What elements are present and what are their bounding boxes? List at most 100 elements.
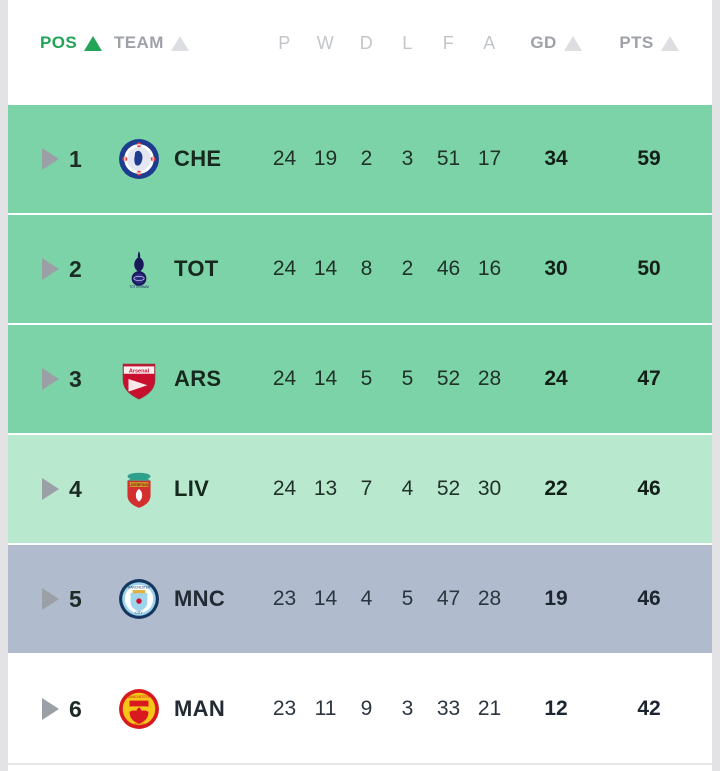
position-number: 4 <box>69 475 82 502</box>
stat-goal-difference: 19 <box>544 587 568 610</box>
table-body: 1 CHE 24 19 2 3 51 17 34 59 2 TOTTENHAM TOT 24 14 8 2 46 1… <box>8 105 712 765</box>
arsenal-badge: Arsenal <box>118 358 160 400</box>
team-abbreviation: LIV <box>174 476 210 501</box>
stat-won: 14 <box>313 367 338 390</box>
table-row[interactable]: 3 Arsenal ARS 24 14 5 5 52 28 24 47 <box>8 325 712 435</box>
team-cell[interactable]: MANCHESTER UNITED MAN <box>114 688 264 730</box>
svg-text:CITY: CITY <box>135 611 143 615</box>
column-header-team[interactable]: TEAM <box>114 30 264 56</box>
stat-goals-against: 30 <box>477 477 502 500</box>
column-header-w-label: W <box>316 32 335 53</box>
triangle-up-icon[interactable] <box>563 35 582 51</box>
stat-drawn: 2 <box>360 147 373 170</box>
table-row[interactable]: 1 CHE 24 19 2 3 51 17 34 59 <box>8 105 712 215</box>
stat-goal-difference: 12 <box>544 697 568 720</box>
position-cell[interactable]: 5 <box>8 586 114 613</box>
team-abbreviation: MAN <box>174 696 226 721</box>
position-cell[interactable]: 1 <box>8 146 114 173</box>
triangle-right-icon[interactable] <box>42 698 59 720</box>
stat-goals-against: 17 <box>477 147 502 170</box>
column-header-p-label: P <box>278 32 291 53</box>
svg-text:LIVERPOOL: LIVERPOOL <box>129 483 150 487</box>
position-cell[interactable]: 3 <box>8 366 114 393</box>
stat-goals-against: 28 <box>477 587 502 610</box>
stat-lost: 3 <box>401 697 414 720</box>
stat-goals-for: 52 <box>436 367 461 390</box>
stat-lost: 5 <box>401 587 414 610</box>
column-header-pos[interactable]: POS <box>8 30 114 56</box>
team-abbreviation: ARS <box>174 366 222 391</box>
stat-played: 24 <box>272 477 297 500</box>
position-number: 6 <box>69 695 82 722</box>
team-cell[interactable]: LIVERPOOL LIV <box>114 468 264 510</box>
svg-text:UNITED: UNITED <box>133 722 145 726</box>
table-row[interactable]: 5 MANCHESTER CITY MNC 23 14 4 5 47 28 19 46 <box>8 545 712 655</box>
column-header-l-label: L <box>402 32 413 53</box>
team-cell[interactable]: TOTTENHAM TOT <box>114 248 264 290</box>
position-cell[interactable]: 4 <box>8 476 114 503</box>
stat-drawn: 4 <box>360 587 373 610</box>
position-cell[interactable]: 6 <box>8 696 114 723</box>
column-header-d[interactable]: D <box>346 30 387 56</box>
stat-goal-difference: 34 <box>544 147 568 170</box>
column-header-team-label: TEAM <box>114 33 164 52</box>
triangle-up-icon[interactable] <box>660 35 679 51</box>
triangle-right-icon[interactable] <box>42 478 59 500</box>
stat-won: 14 <box>313 587 338 610</box>
stat-goals-against: 21 <box>477 697 502 720</box>
team-abbreviation: TOT <box>174 256 219 281</box>
table-header: POS TEAM P W D L F A GD PTS <box>8 0 712 105</box>
triangle-up-icon[interactable] <box>84 35 103 51</box>
column-header-a[interactable]: A <box>469 30 510 56</box>
stat-drawn: 8 <box>360 257 373 280</box>
column-header-w[interactable]: W <box>305 30 346 56</box>
stat-points: 47 <box>637 367 661 390</box>
stat-played: 23 <box>272 697 297 720</box>
stat-drawn: 5 <box>360 367 373 390</box>
svg-text:Arsenal: Arsenal <box>129 368 150 374</box>
column-header-l[interactable]: L <box>387 30 428 56</box>
stat-drawn: 9 <box>360 697 373 720</box>
team-abbreviation: CHE <box>174 146 222 171</box>
triangle-right-icon[interactable] <box>42 258 59 280</box>
stat-goals-against: 16 <box>477 257 502 280</box>
column-header-gd[interactable]: GD <box>510 30 602 56</box>
stat-played: 24 <box>272 257 297 280</box>
team-cell[interactable]: CHE <box>114 138 264 180</box>
stat-points: 42 <box>637 697 661 720</box>
triangle-right-icon[interactable] <box>42 368 59 390</box>
stat-points: 50 <box>637 257 661 280</box>
position-number: 3 <box>69 365 82 392</box>
stat-lost: 3 <box>401 147 414 170</box>
column-header-pts[interactable]: PTS <box>602 30 696 56</box>
svg-text:TOTTENHAM: TOTTENHAM <box>129 285 149 289</box>
column-header-pos-label: POS <box>40 33 78 52</box>
stat-won: 13 <box>313 477 338 500</box>
column-header-p[interactable]: P <box>264 30 305 56</box>
stat-points: 46 <box>637 587 661 610</box>
table-row[interactable]: 6 MANCHESTER UNITED MAN 23 11 9 3 33 21 12 42 <box>8 655 712 765</box>
stat-won: 19 <box>313 147 338 170</box>
stat-lost: 4 <box>401 477 414 500</box>
position-cell[interactable]: 2 <box>8 256 114 283</box>
triangle-right-icon[interactable] <box>42 588 59 610</box>
stat-goal-difference: 22 <box>544 477 568 500</box>
triangle-up-icon[interactable] <box>170 35 189 51</box>
team-abbreviation: MNC <box>174 586 226 611</box>
stat-played: 24 <box>272 147 297 170</box>
triangle-right-icon[interactable] <box>42 148 59 170</box>
table-row[interactable]: 4 LIVERPOOL LIV 24 13 7 4 52 30 22 46 <box>8 435 712 545</box>
column-header-f-label: F <box>442 32 455 53</box>
position-number: 5 <box>69 585 82 612</box>
stat-drawn: 7 <box>360 477 373 500</box>
stat-goals-against: 28 <box>477 367 502 390</box>
column-header-a-label: A <box>483 32 496 53</box>
stat-goals-for: 47 <box>436 587 461 610</box>
team-cell[interactable]: Arsenal ARS <box>114 358 264 400</box>
manchester-city-badge: MANCHESTER CITY <box>118 578 160 620</box>
column-header-gd-label: GD <box>530 33 557 52</box>
table-row[interactable]: 2 TOTTENHAM TOT 24 14 8 2 46 16 30 50 <box>8 215 712 325</box>
column-header-f[interactable]: F <box>428 30 469 56</box>
team-cell[interactable]: MANCHESTER CITY MNC <box>114 578 264 620</box>
